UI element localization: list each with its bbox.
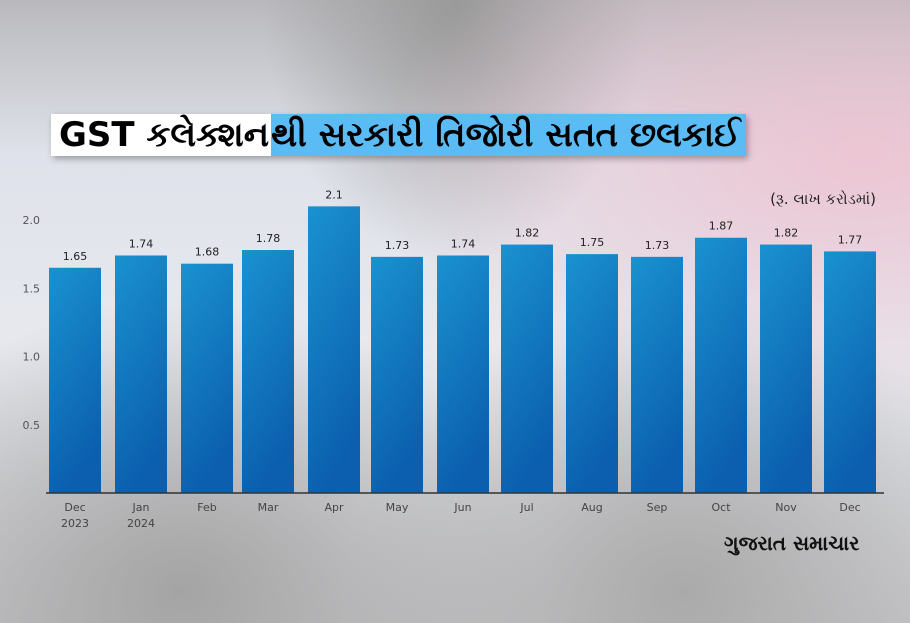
bar (49, 267, 101, 493)
bar (631, 256, 683, 493)
bar (181, 263, 233, 493)
x-tick-label: 2023 (61, 517, 89, 530)
data-label: 1.87 (709, 220, 734, 233)
x-tick-label: May (386, 501, 409, 514)
x-tick-label: Oct (711, 501, 731, 514)
data-label: 1.77 (838, 233, 863, 246)
x-tick-label: Jun (453, 501, 471, 514)
x-tick-label: Sep (647, 501, 668, 514)
x-tick-label: Apr (324, 501, 344, 514)
data-label: 2.1 (325, 188, 343, 201)
bar (824, 251, 876, 493)
x-tick-label: Dec (64, 501, 85, 514)
bar (437, 255, 489, 493)
data-label: 1.82 (774, 227, 799, 240)
y-tick-label: 0.5 (23, 419, 41, 432)
x-tick-label: Aug (581, 501, 602, 514)
x-tick-label: Mar (258, 501, 279, 514)
bar (501, 244, 553, 493)
bar (308, 206, 360, 493)
data-label: 1.82 (515, 227, 540, 240)
headline-part-1: GST કલેક્શન (51, 114, 272, 156)
headline-part-2: થી સરકારી તિજોરી સતત છલકાઈ (271, 114, 747, 156)
data-label: 1.68 (195, 246, 220, 259)
data-label: 1.65 (63, 250, 88, 263)
x-tick-label: Dec (839, 501, 860, 514)
x-tick-label: Feb (197, 501, 216, 514)
data-label: 1.75 (580, 236, 605, 249)
bar (760, 244, 812, 493)
unit-label: (રૂ. લાખ કરોડમાં) (770, 190, 876, 208)
bar (242, 250, 294, 493)
y-tick-label: 2.0 (23, 214, 41, 227)
x-tick-label: Jul (519, 501, 533, 514)
bar (695, 237, 747, 493)
y-tick-label: 1.0 (23, 351, 41, 364)
x-tick-label: Jan (132, 501, 150, 514)
bar (566, 254, 618, 493)
bar (371, 256, 423, 493)
data-label: 1.74 (451, 237, 476, 250)
data-label: 1.73 (385, 239, 410, 252)
x-tick-label: Nov (775, 501, 797, 514)
y-tick-label: 1.5 (23, 282, 41, 295)
headline: GST કલેક્શન થી સરકારી તિજોરી સતત છલકાઈ (51, 114, 747, 156)
data-label: 1.74 (129, 237, 154, 250)
x-tick-label: 2024 (127, 517, 155, 530)
data-label: 1.73 (645, 239, 670, 252)
data-label: 1.78 (256, 232, 281, 245)
gujarat-samachar-logo: ગુજરાત સમાચાર (724, 531, 860, 555)
bar (115, 255, 167, 493)
